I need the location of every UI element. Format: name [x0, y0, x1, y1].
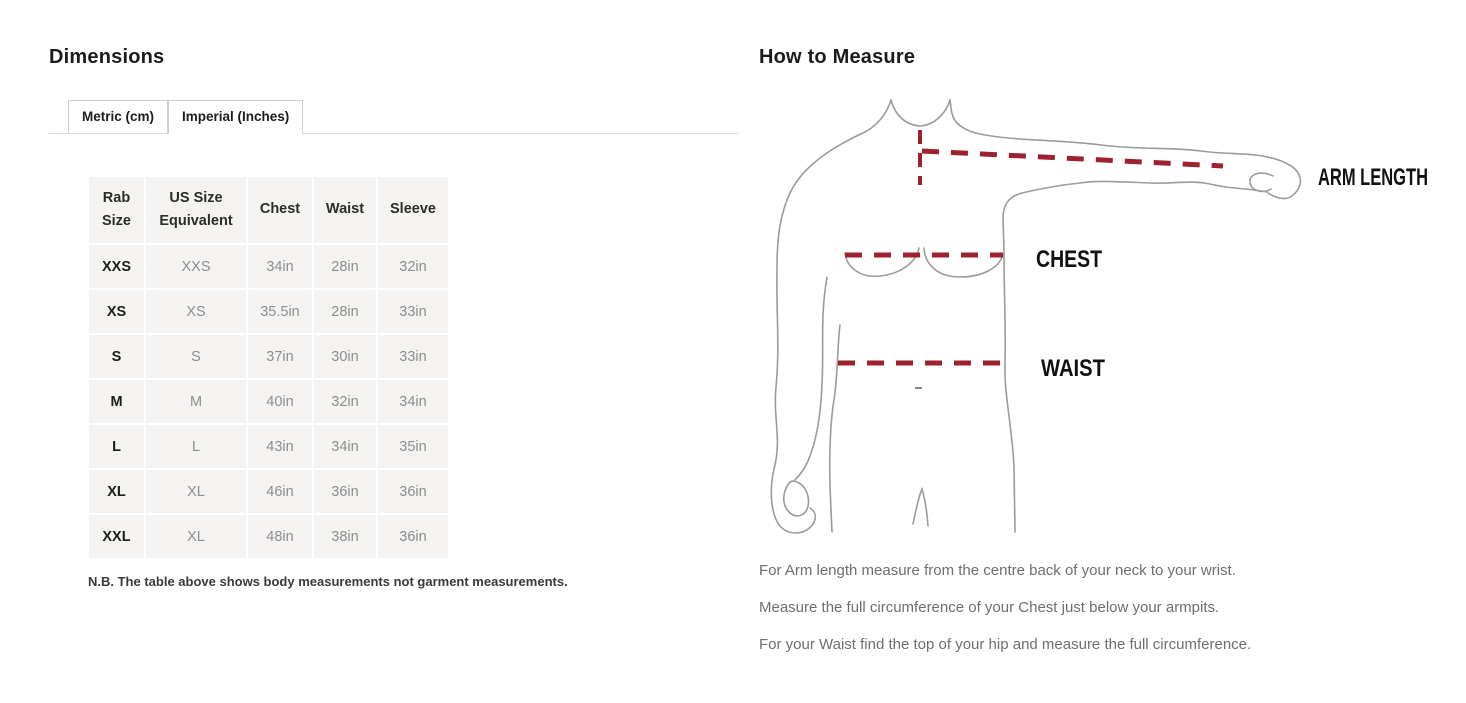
chest-cell: 48in [248, 515, 312, 558]
waist-cell: 30in [314, 335, 376, 378]
waist-cell: 36in [314, 470, 376, 513]
size-cell: XXS [89, 245, 144, 288]
col-header-rab-size: Rab Size [89, 177, 144, 243]
neck-dip [890, 99, 951, 127]
arm-bottom-contour [1002, 180, 1268, 217]
us-size-cell: S [146, 335, 246, 378]
size-cell: XS [89, 290, 144, 333]
sleeve-cell: 34in [378, 380, 448, 423]
waist-label: WAIST [1041, 355, 1105, 382]
left-contour [770, 99, 892, 534]
chest-cell: 46in [248, 470, 312, 513]
us-size-cell: M [146, 380, 246, 423]
tab-metric-cm[interactable]: Metric (cm) [68, 100, 169, 134]
left-pec-curve [844, 247, 920, 278]
size-cell: S [89, 335, 144, 378]
sleeve-cell: 33in [378, 290, 448, 333]
size-table-header-row: Rab Size US Size Equivalent Chest Waist … [89, 177, 448, 243]
waist-cell: 38in [314, 515, 376, 558]
tab-imperial-inches[interactable]: Imperial (Inches) [168, 100, 304, 134]
hand-thumb-loop [782, 480, 810, 517]
sleeve-cell: 32in [378, 245, 448, 288]
col-header-sleeve: Sleeve [378, 177, 448, 243]
chest-cell: 40in [248, 380, 312, 423]
us-size-cell: XL [146, 515, 246, 558]
chest-cell: 34in [248, 245, 312, 288]
table-row-xxl: XXL XL 48in 38in 36in [89, 515, 448, 558]
table-row-xl: XL XL 46in 36in 36in [89, 470, 448, 513]
dimensions-title: Dimensions [49, 46, 165, 68]
body-measurements-note: N.B. The table above shows body measurem… [88, 574, 568, 589]
sleeve-cell: 35in [378, 425, 448, 468]
size-table: Rab Size US Size Equivalent Chest Waist … [87, 175, 450, 560]
chest-cell: 37in [248, 335, 312, 378]
body-figure-svg: ARM LENGTH CHEST WAIST [770, 99, 1428, 534]
us-size-cell: XXS [146, 245, 246, 288]
hand-curl [1249, 172, 1274, 193]
chest-cell: 43in [248, 425, 312, 468]
chest-cell: 35.5in [248, 290, 312, 333]
inner-arm-line [794, 276, 828, 481]
arm-length-label: ARM LENGTH [1318, 164, 1428, 191]
table-row-s: S S 37in 30in 33in [89, 335, 448, 378]
col-header-waist: Waist [314, 177, 376, 243]
table-row-xxs: XXS XXS 34in 28in 32in [89, 245, 448, 288]
sleeve-cell: 36in [378, 515, 448, 558]
measure-instructions: For Arm length measure from the centre b… [759, 562, 1379, 673]
arm-top-contour [949, 99, 1302, 200]
chest-label: CHEST [1036, 246, 1102, 273]
waist-cell: 34in [314, 425, 376, 468]
us-size-cell: XL [146, 470, 246, 513]
size-cell: XXL [89, 515, 144, 558]
waist-cell: 28in [314, 290, 376, 333]
units-tabbar: Metric (cm) Imperial (Inches) [49, 100, 739, 134]
arm-length-line [921, 148, 1224, 169]
measurement-lines [838, 130, 1224, 366]
torso-right-edge [1002, 215, 1016, 533]
table-row-xs: XS XS 35.5in 28in 33in [89, 290, 448, 333]
measurement-diagram: ARM LENGTH CHEST WAIST [770, 85, 1450, 555]
size-cell: M [89, 380, 144, 423]
col-header-chest: Chest [248, 177, 312, 243]
size-cell: L [89, 425, 144, 468]
us-size-cell: XS [146, 290, 246, 333]
size-cell: XL [89, 470, 144, 513]
how-to-measure-title: How to Measure [759, 46, 916, 68]
waist-cell: 32in [314, 380, 376, 423]
body-outline [770, 99, 1302, 534]
torso-left-edge [828, 324, 841, 533]
right-pec-curve [923, 247, 1004, 278]
instruction-chest: Measure the full circumference of your C… [759, 599, 1220, 616]
instruction-waist: For your Waist find the top of your hip … [759, 636, 1252, 653]
col-header-us-size: US Size Equivalent [146, 177, 246, 243]
sleeve-cell: 36in [378, 470, 448, 513]
instruction-arm-length: For Arm length measure from the centre b… [759, 562, 1236, 579]
table-row-m: M M 40in 32in 34in [89, 380, 448, 423]
us-size-cell: L [146, 425, 246, 468]
sleeve-cell: 33in [378, 335, 448, 378]
waist-cell: 28in [314, 245, 376, 288]
crotch-line [912, 486, 929, 527]
table-row-l: L L 43in 34in 35in [89, 425, 448, 468]
